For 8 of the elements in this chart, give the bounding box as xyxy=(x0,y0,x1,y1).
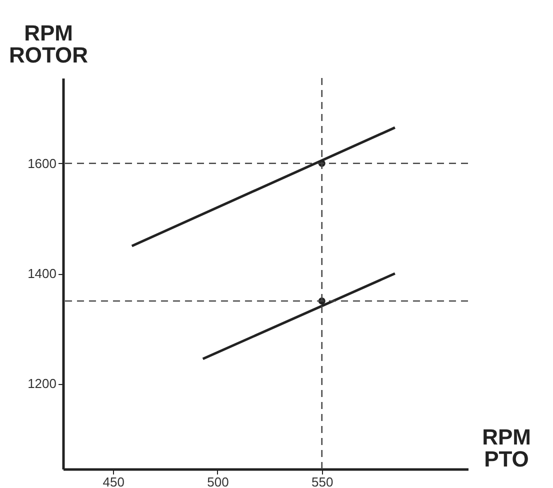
y-tick-label: 1200 xyxy=(28,376,56,392)
x-tick-label: 450 xyxy=(102,474,124,488)
y-tick-label: 1400 xyxy=(28,266,56,281)
y-axis-title: RPM ROTOR xyxy=(8,20,88,68)
y-tick-label: 1600 xyxy=(28,156,56,171)
x-axis-title: RPM PTO xyxy=(482,424,531,472)
x-tick-label: 500 xyxy=(207,474,229,488)
x-tick-label: 550 xyxy=(312,474,334,488)
